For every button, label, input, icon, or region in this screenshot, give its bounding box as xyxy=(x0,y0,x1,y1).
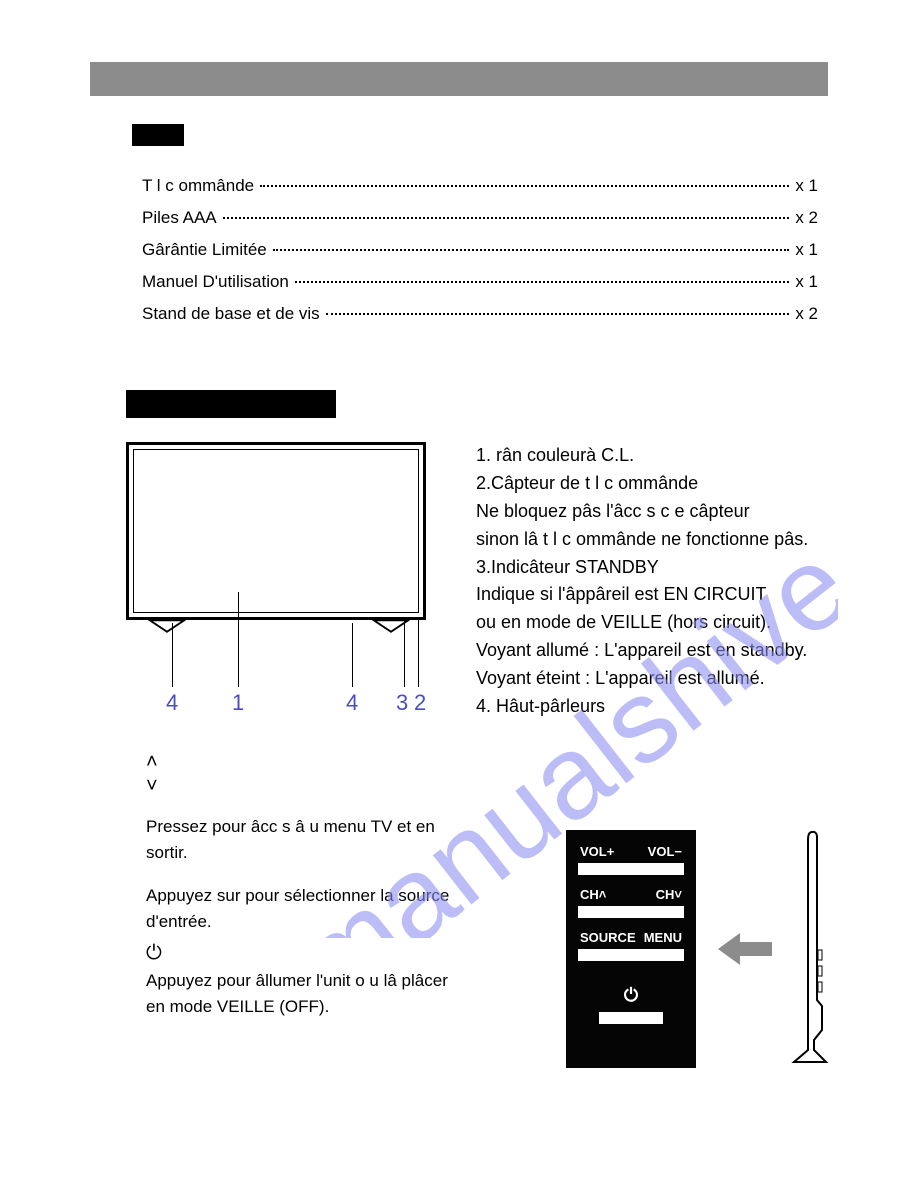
description-column: 1. rân couleurà C.L. 2.Câpteur de t l c … xyxy=(432,442,808,722)
chevron-up-icon: ˄ xyxy=(146,752,470,772)
toc-label: Piles AAA xyxy=(142,208,223,228)
tv-side-profile-icon xyxy=(784,830,832,1068)
power-instruction: Appuyez pour âllumer l'unit o u lâ plâce… xyxy=(146,968,470,1019)
vol-button-icon xyxy=(578,863,684,875)
toc-dots xyxy=(273,249,790,251)
desc-line: 4. Hâut-pârleurs xyxy=(476,693,808,721)
toc-row: Stand de base et de vis x 2 xyxy=(142,304,818,324)
toc-row: Manuel D'utilisation x 1 xyxy=(142,272,818,292)
header-bar xyxy=(90,62,828,96)
toc-label: Manuel D'utilisation xyxy=(142,272,295,292)
toc-label: Stand de base et de vis xyxy=(142,304,326,324)
toc-row: Gârântie Limitée x 1 xyxy=(142,240,818,260)
toc-qty: x 2 xyxy=(789,208,818,228)
diagram-number: 2 xyxy=(414,690,426,716)
toc-dots xyxy=(223,217,790,219)
source-menu-button-icon xyxy=(578,949,684,961)
tv-front-diagram: 4 1 4 3 2 xyxy=(126,442,432,722)
tv-screen-inner xyxy=(133,449,419,613)
tv-button-panel: VOL+ VOL− CH˄ CH˅ SOURCE MENU ⏻ xyxy=(566,830,696,1068)
desc-line: Ne bloquez pâs l'âcc s c e câpteur xyxy=(476,498,808,526)
ch-down-label: CH˅ xyxy=(656,887,682,902)
leader-line xyxy=(404,620,405,687)
source-instruction: Appuyez sur pour sélectionner la source … xyxy=(146,883,470,934)
desc-line: 3.Indicâteur STANDBY xyxy=(476,554,808,582)
power-icon: ⏻ xyxy=(146,938,162,968)
menu-label: MENU xyxy=(644,930,682,945)
section-pill xyxy=(132,124,184,146)
toc-qty: x 1 xyxy=(789,176,818,196)
ch-up-label: CH˄ xyxy=(580,887,606,902)
toc-dots xyxy=(326,313,790,315)
controls-description: ˄ ˅ Pressez pour âcc s â u menu TV et en… xyxy=(90,752,470,1019)
toc-dots xyxy=(295,281,789,283)
leader-line xyxy=(238,592,239,687)
toc-row: T l c ommânde x 1 xyxy=(142,176,818,196)
arrow-left-icon xyxy=(718,930,772,968)
vol-up-label: VOL+ xyxy=(580,844,614,859)
diagram-number: 1 xyxy=(232,690,244,716)
desc-line: 2.Câpteur de t l c ommânde xyxy=(476,470,808,498)
desc-line: 1. rân couleurà C.L. xyxy=(476,442,808,470)
toc-label: Gârântie Limitée xyxy=(142,240,273,260)
desc-line: Voyant allumé : L'appareil est en standb… xyxy=(476,637,808,665)
diagram-number: 3 xyxy=(396,690,408,716)
toc-qty: x 1 xyxy=(789,240,818,260)
vol-down-label: VOL− xyxy=(648,844,682,859)
toc-dots xyxy=(260,185,789,187)
desc-line: sinon lâ t l c ommânde ne fonctionne pâs… xyxy=(476,526,808,554)
desc-line: Indique si l'âppâreil est EN CIRCUIT xyxy=(476,581,808,609)
desc-line: ou en mode de VEILLE (hors circuit). xyxy=(476,609,808,637)
tv-screen-outline xyxy=(126,442,426,620)
section-bar xyxy=(126,390,336,418)
toc-row: Piles AAA x 2 xyxy=(142,208,818,228)
power-button-icon xyxy=(599,1012,663,1024)
toc-qty: x 2 xyxy=(789,304,818,324)
contents-list: T l c ommânde x 1 Piles AAA x 2 Gârântie… xyxy=(90,176,828,324)
panel-power-icon: ⏻ xyxy=(578,985,684,1006)
ch-button-icon xyxy=(578,906,684,918)
source-label: SOURCE xyxy=(580,930,636,945)
toc-label: T l c ommânde xyxy=(142,176,260,196)
diagram-number: 4 xyxy=(346,690,358,716)
chevron-down-icon: ˅ xyxy=(146,776,470,796)
tv-stand-left-icon xyxy=(148,620,186,634)
leader-line xyxy=(418,620,419,687)
leader-line xyxy=(352,623,353,687)
menu-instruction: Pressez pour âcc s â u menu TV et en sor… xyxy=(146,814,470,865)
desc-line: Voyant éteint : L'appareil est allumé. xyxy=(476,665,808,693)
diagram-number: 4 xyxy=(166,690,178,716)
leader-line xyxy=(172,623,173,687)
toc-qty: x 1 xyxy=(789,272,818,292)
